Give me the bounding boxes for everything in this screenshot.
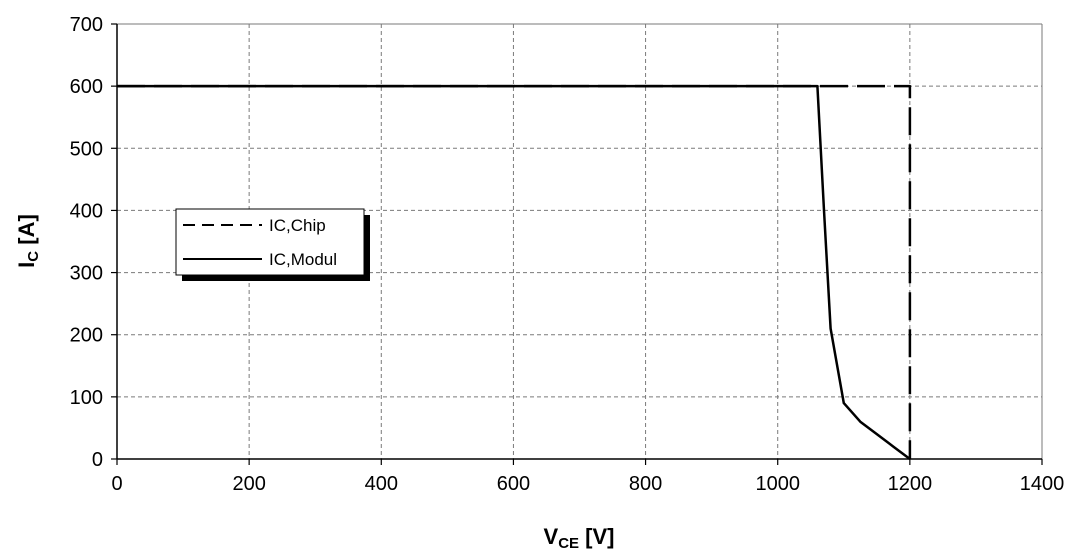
- y-tick-label: 700: [70, 14, 103, 36]
- x-tick-label: 800: [629, 473, 662, 495]
- legend-label-chip: IC,Chip: [269, 216, 326, 235]
- x-axis-title-subscript: CE: [558, 535, 579, 552]
- y-tick-label: 0: [92, 449, 103, 471]
- x-tick-label: 200: [232, 473, 265, 495]
- series-line-ic-modul: [117, 84, 911, 461]
- x-tick-label: 1000: [755, 473, 800, 495]
- y-tick-label: 100: [70, 387, 103, 409]
- y-tick-label: 400: [70, 200, 103, 222]
- x-tick-label: 1200: [888, 473, 933, 495]
- y-axis-title: IC [A]: [14, 214, 42, 268]
- series-line-ic-chip: [117, 84, 912, 459]
- x-tick-label: 1400: [1020, 473, 1065, 495]
- y-tick-label: 300: [70, 263, 103, 285]
- series-group: [117, 84, 912, 461]
- y-tick-labels: 0 100 200 300 400 500 600 700: [70, 14, 103, 471]
- legend-box: [175, 208, 365, 276]
- y-axis-title-subscript: C: [25, 251, 42, 262]
- x-tick-label: 600: [497, 473, 530, 495]
- y-tick-label: 600: [70, 76, 103, 98]
- y-tick-label: 500: [70, 138, 103, 160]
- y-tick-label: 200: [70, 325, 103, 347]
- x-tick-label: 0: [111, 473, 122, 495]
- x-tick-label: 400: [365, 473, 398, 495]
- axes: [111, 23, 1043, 465]
- legend: IC,Chip IC,Modul: [175, 208, 370, 281]
- x-axis-title: VCE [V]: [544, 524, 615, 552]
- x-tick-labels: 0 200 400 600 800 1000 1200 1400: [111, 473, 1064, 495]
- legend-label-modul: IC,Modul: [269, 250, 337, 269]
